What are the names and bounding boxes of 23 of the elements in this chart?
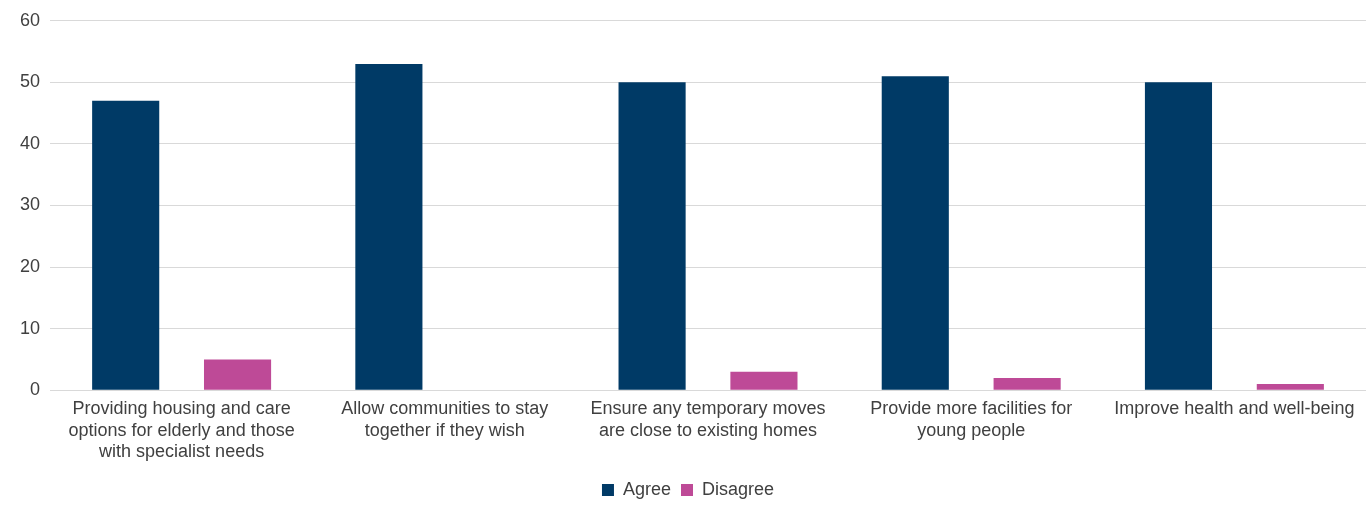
bar (203, 359, 272, 390)
bar (1144, 82, 1213, 390)
y-tick-label: 10 (19, 317, 41, 338)
y-tick-label: 60 (19, 9, 41, 30)
x-tick-label: Provide more facilities for young people (870, 397, 1073, 440)
bar (355, 63, 423, 390)
y-tick-label: 0 (30, 379, 41, 400)
y-tick-label: 40 (19, 132, 41, 153)
legend-label: Agree (622, 478, 672, 499)
y-tick-label: 20 (19, 256, 41, 277)
bar (881, 76, 949, 390)
x-tick-label: Providing housing and care options for elderly and those with specialist needs (68, 397, 295, 462)
bar (730, 371, 798, 390)
bar (1256, 384, 1324, 390)
y-tick-label: 50 (19, 71, 41, 92)
bar (618, 82, 686, 390)
bar (993, 377, 1061, 390)
legend-label: Disagree (702, 478, 775, 499)
bar (92, 100, 160, 390)
y-tick-label: 30 (19, 194, 41, 215)
x-tick-label: Allow communities to stay together if they wish (341, 397, 549, 440)
x-tick-label: Ensure any temporary moves are close to existing homes (590, 397, 826, 440)
x-tick-label: Improve health and well-being (1114, 397, 1355, 418)
